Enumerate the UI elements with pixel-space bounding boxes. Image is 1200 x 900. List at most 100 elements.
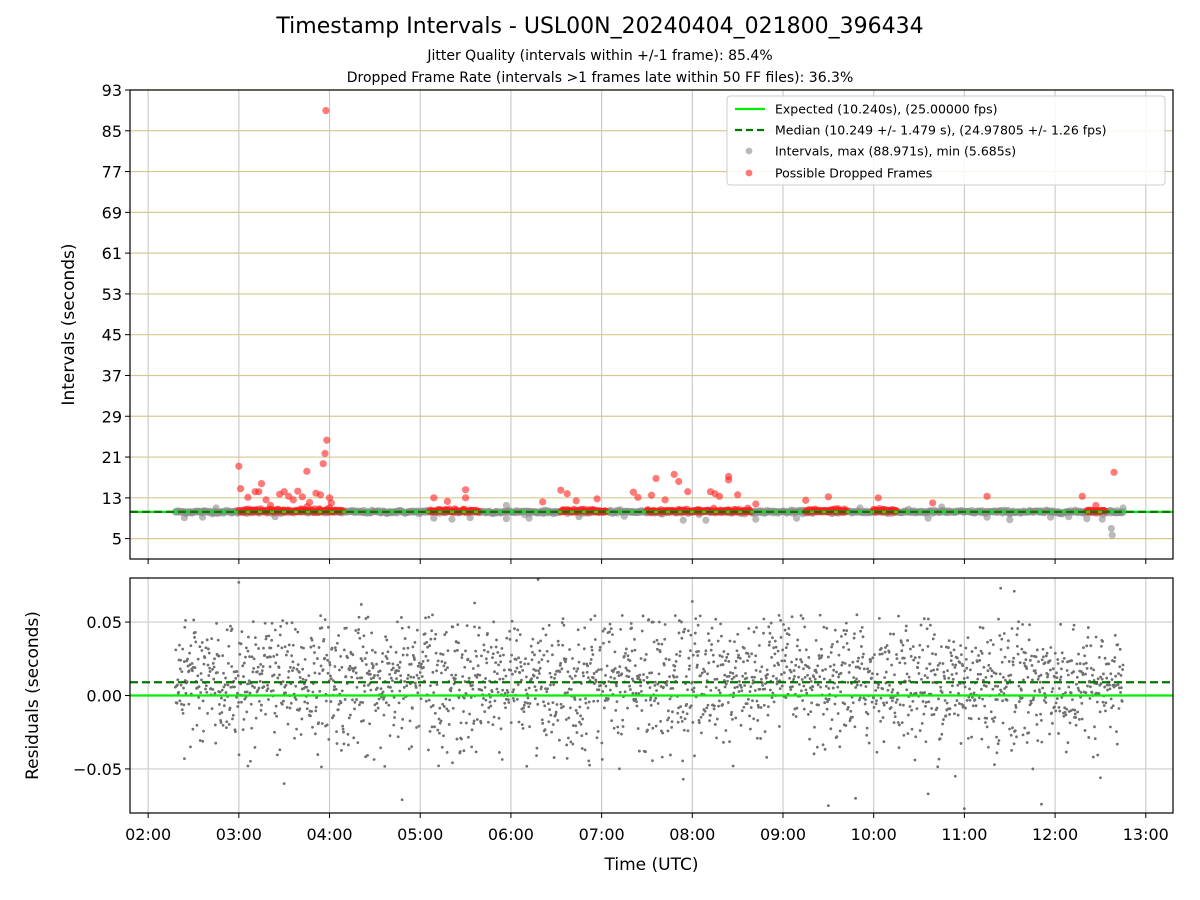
residual-point	[631, 677, 634, 681]
residual-point	[241, 728, 245, 731]
residual-point	[862, 667, 866, 671]
residual-point	[874, 702, 878, 706]
residual-point	[691, 653, 695, 657]
residual-point	[662, 685, 665, 689]
residual-point	[616, 731, 620, 735]
residual-point	[596, 730, 600, 733]
residual-point	[354, 671, 358, 675]
residual-point	[590, 648, 594, 652]
residual-point	[1102, 704, 1106, 707]
residual-point	[374, 709, 378, 712]
residual-point	[597, 688, 601, 692]
residual-point	[650, 671, 654, 675]
residual-point	[534, 669, 538, 672]
residual-point	[994, 672, 998, 675]
residual-point	[917, 655, 921, 659]
residual-point	[251, 684, 254, 688]
residual-point	[821, 669, 825, 672]
residual-point	[501, 677, 505, 681]
residual-point	[202, 662, 206, 666]
residual-point	[651, 759, 654, 763]
residual-point	[654, 724, 658, 728]
residual-point	[888, 632, 892, 636]
residual-point	[649, 696, 653, 700]
residual-point	[716, 639, 720, 643]
residual-point	[1017, 620, 1020, 624]
residual-point	[198, 645, 202, 649]
residual-point	[431, 670, 435, 674]
residual-point	[1059, 667, 1063, 671]
residual-point	[511, 672, 514, 676]
residual-point	[1010, 627, 1014, 630]
residual-point	[1037, 660, 1040, 664]
residual-point	[600, 757, 604, 761]
residual-point	[451, 706, 455, 710]
dropped-frame-point	[1078, 492, 1086, 500]
residual-point	[800, 678, 804, 681]
residual-point	[640, 629, 644, 633]
residual-point	[798, 648, 802, 652]
residual-point	[731, 671, 735, 675]
residual-point	[1040, 658, 1044, 662]
residual-point	[861, 635, 865, 639]
residual-point	[388, 672, 392, 676]
residual-point	[602, 706, 606, 710]
residual-point	[426, 748, 430, 752]
residual-point	[644, 750, 647, 754]
residual-point	[460, 737, 463, 741]
residual-point	[556, 718, 560, 722]
residual-point	[461, 675, 465, 678]
residual-point	[763, 730, 767, 734]
residual-point	[253, 636, 257, 640]
residual-point	[1000, 690, 1003, 693]
residual-point	[218, 690, 222, 694]
residual-point	[662, 663, 666, 667]
residual-point	[968, 668, 972, 672]
residual-point	[592, 672, 596, 675]
residual-point	[966, 736, 970, 740]
residual-point	[1110, 678, 1114, 681]
residual-point	[1058, 678, 1062, 682]
residual-point	[467, 676, 471, 680]
residual-point	[986, 669, 990, 673]
residual-point	[491, 723, 495, 727]
residual-point	[770, 696, 774, 700]
residual-point	[487, 706, 491, 710]
residual-point	[649, 703, 653, 707]
residual-point	[257, 647, 261, 650]
residual-point	[965, 699, 969, 702]
residual-point	[1084, 661, 1088, 665]
residual-point	[659, 720, 663, 723]
residual-point	[859, 629, 862, 633]
residual-point	[502, 653, 505, 657]
residual-point	[679, 705, 683, 708]
residual-point	[984, 675, 988, 679]
residual-point	[325, 723, 329, 727]
residual-point	[303, 700, 307, 704]
residual-point	[540, 685, 543, 689]
residual-point	[267, 698, 270, 701]
residual-point	[824, 668, 827, 671]
residual-point	[274, 661, 278, 665]
residual-point	[784, 696, 788, 699]
residual-point	[1040, 718, 1043, 722]
residual-point	[763, 687, 767, 691]
bottom-xlabel: Time (UTC)	[604, 855, 699, 875]
residual-point	[638, 673, 642, 677]
residual-point	[405, 684, 409, 688]
residual-point	[378, 669, 382, 673]
residual-point	[974, 646, 978, 650]
residual-point	[424, 699, 428, 703]
residual-point	[716, 664, 720, 668]
residual-point	[706, 703, 710, 707]
residual-point	[489, 645, 493, 649]
residual-point	[897, 614, 900, 618]
residual-point	[714, 617, 718, 621]
residual-point	[483, 710, 487, 713]
residual-point	[210, 707, 214, 711]
residual-point	[530, 658, 534, 662]
residual-point	[553, 672, 557, 676]
residual-point	[291, 660, 295, 664]
residual-point	[919, 623, 923, 627]
residual-point	[463, 665, 467, 669]
